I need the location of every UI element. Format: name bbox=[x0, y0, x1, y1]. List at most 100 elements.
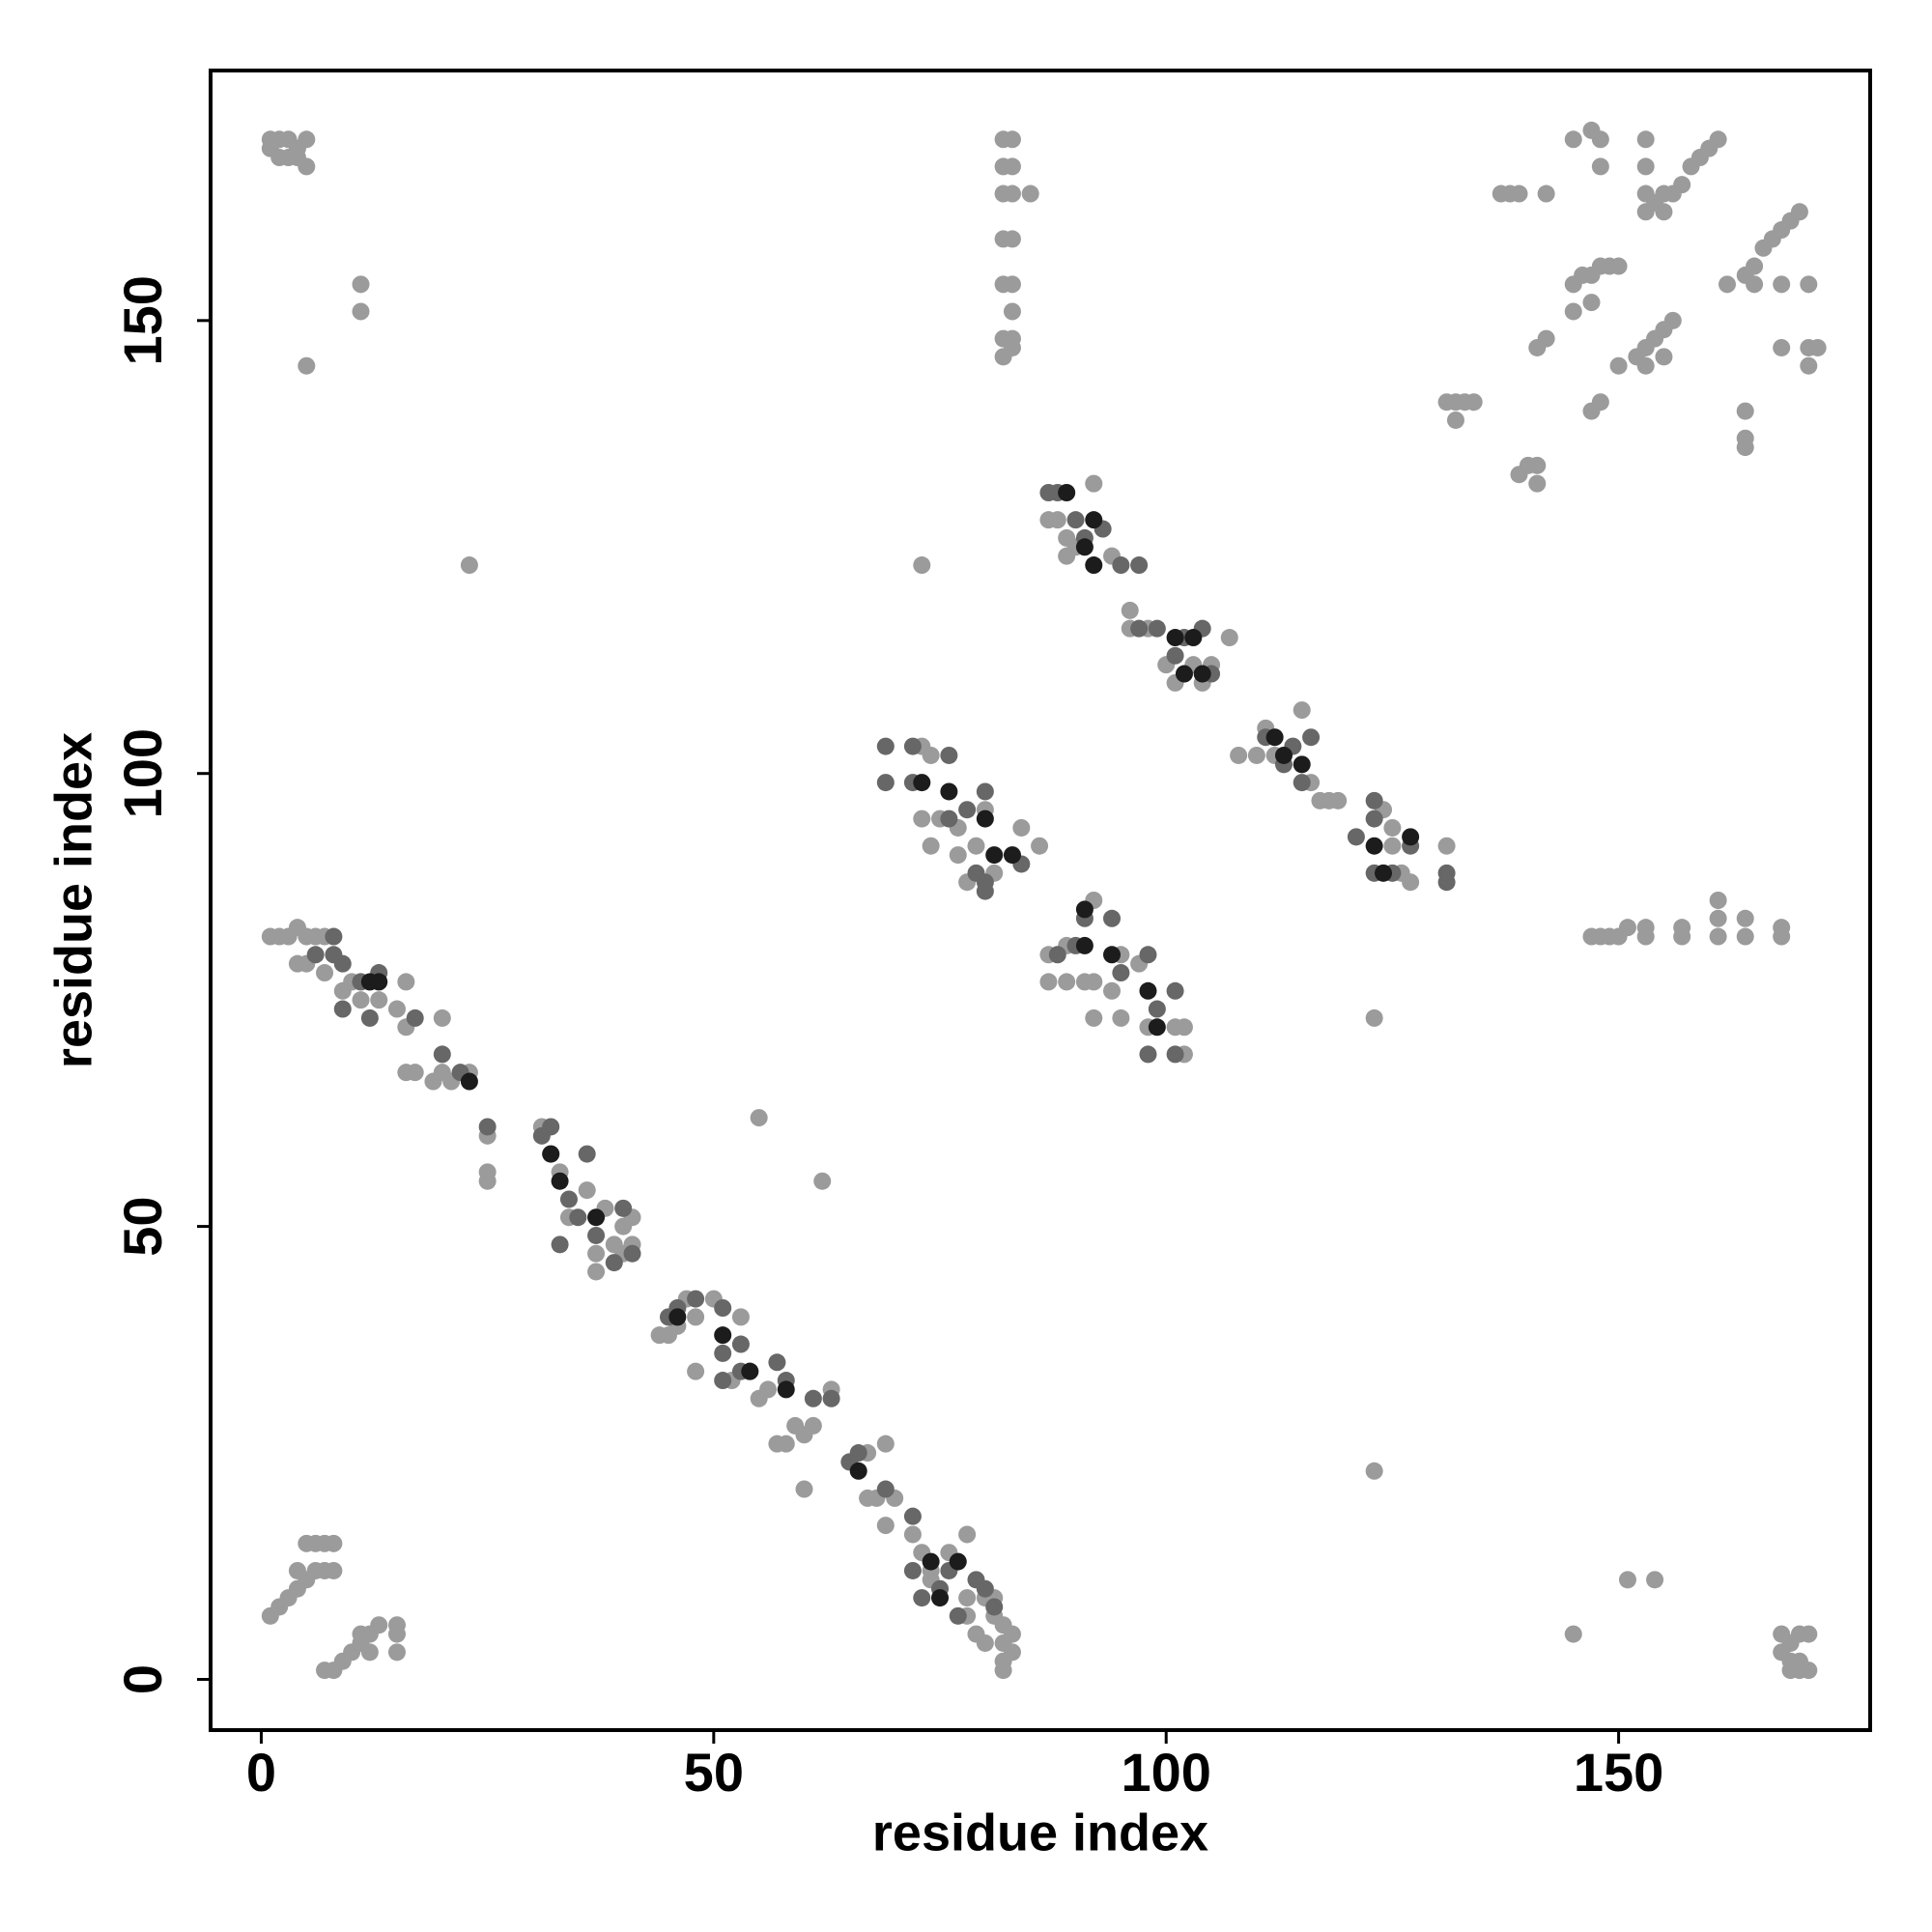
contact-point bbox=[370, 1616, 388, 1634]
contact-point bbox=[1736, 909, 1754, 927]
contact-point bbox=[1058, 973, 1076, 991]
y-axis-title: residue index bbox=[44, 732, 102, 1068]
contact-point bbox=[1148, 1000, 1166, 1018]
contact-point bbox=[605, 1254, 623, 1272]
contact-point bbox=[876, 1480, 895, 1498]
contact-point bbox=[460, 556, 478, 575]
contact-point bbox=[1709, 130, 1727, 149]
contact-point bbox=[578, 1145, 596, 1163]
contact-point bbox=[1636, 919, 1655, 937]
contact-point bbox=[1790, 203, 1808, 221]
contact-point bbox=[913, 774, 931, 792]
contact-point bbox=[1446, 411, 1464, 429]
contact-point bbox=[1365, 791, 1383, 810]
contact-point bbox=[1709, 892, 1727, 909]
contact-point bbox=[1636, 356, 1655, 375]
contact-point bbox=[1085, 973, 1103, 991]
contact-point bbox=[306, 946, 325, 964]
contact-point bbox=[1139, 946, 1157, 964]
contact-point bbox=[949, 846, 967, 865]
contact-point bbox=[460, 1072, 478, 1091]
contact-point bbox=[1464, 393, 1483, 412]
contact-point bbox=[913, 810, 931, 828]
y-tick-label: 150 bbox=[112, 275, 173, 365]
contact-point bbox=[370, 973, 388, 991]
contact-point bbox=[876, 1435, 895, 1453]
contact-point bbox=[1402, 873, 1420, 892]
contact-point bbox=[1773, 919, 1791, 937]
contact-point bbox=[1112, 556, 1130, 575]
contact-point bbox=[804, 1389, 822, 1407]
contact-point bbox=[1293, 755, 1311, 774]
contact-point bbox=[1528, 474, 1547, 493]
contact-point bbox=[1066, 511, 1085, 529]
contact-point bbox=[1166, 1045, 1184, 1064]
contact-point bbox=[325, 1534, 343, 1552]
contact-point bbox=[714, 1326, 732, 1345]
contact-point bbox=[1012, 818, 1031, 837]
contact-point bbox=[298, 130, 316, 149]
contact-point bbox=[370, 991, 388, 1009]
contact-point bbox=[1800, 275, 1818, 294]
contact-point bbox=[1230, 746, 1248, 764]
contact-point bbox=[777, 1380, 795, 1399]
contact-point bbox=[1402, 828, 1420, 846]
x-tick-label: 50 bbox=[684, 1742, 744, 1803]
contact-point bbox=[559, 1190, 578, 1208]
contact-point bbox=[623, 1244, 641, 1263]
contact-point bbox=[1075, 900, 1094, 919]
contact-point bbox=[1591, 393, 1609, 412]
contact-point bbox=[922, 837, 940, 855]
contact-point bbox=[1618, 919, 1636, 937]
contact-point bbox=[387, 1616, 406, 1634]
contact-point bbox=[1166, 981, 1184, 1000]
contact-point bbox=[668, 1308, 687, 1326]
contact-point bbox=[1582, 294, 1601, 312]
contact-point bbox=[1646, 1571, 1664, 1589]
contact-point bbox=[795, 1480, 813, 1498]
contact-point bbox=[1375, 864, 1393, 882]
contact-point bbox=[1564, 130, 1582, 149]
contact-point bbox=[976, 882, 994, 900]
contact-point bbox=[1003, 157, 1021, 176]
contact-point bbox=[1075, 936, 1094, 954]
contact-point bbox=[1663, 311, 1682, 329]
contact-point bbox=[1031, 837, 1049, 855]
contact-point bbox=[1175, 665, 1193, 683]
contact-point bbox=[288, 1561, 306, 1579]
contact-point bbox=[1736, 439, 1754, 457]
contact-point bbox=[1673, 919, 1691, 937]
contact-point bbox=[731, 1335, 750, 1353]
x-tick-label: 0 bbox=[246, 1742, 276, 1803]
contact-point bbox=[1293, 774, 1311, 792]
contact-point bbox=[1003, 846, 1021, 865]
contact-point bbox=[1655, 203, 1673, 221]
contact-point bbox=[922, 746, 940, 764]
contact-point bbox=[949, 1552, 967, 1571]
contact-point bbox=[1148, 619, 1166, 638]
contact-point bbox=[1365, 837, 1383, 855]
contact-point bbox=[1564, 1625, 1582, 1643]
contact-point bbox=[768, 1353, 786, 1372]
contact-point bbox=[1293, 701, 1311, 720]
contact-point bbox=[1383, 837, 1402, 855]
contact-point bbox=[1003, 1643, 1021, 1662]
contact-point bbox=[1175, 1018, 1193, 1037]
contact-point bbox=[1193, 665, 1211, 683]
x-axis-title: residue index bbox=[872, 1804, 1208, 1861]
contact-point bbox=[931, 1589, 950, 1607]
contact-point bbox=[1148, 1018, 1166, 1037]
contact-point bbox=[1112, 1009, 1130, 1027]
contact-point bbox=[1773, 275, 1791, 294]
contact-point bbox=[1609, 257, 1628, 275]
contact-point bbox=[433, 1045, 451, 1064]
contact-point bbox=[298, 356, 316, 375]
contact-point bbox=[687, 1290, 705, 1308]
contact-point bbox=[316, 964, 334, 982]
contact-point bbox=[551, 1236, 569, 1254]
contact-point bbox=[849, 1462, 867, 1480]
contact-point bbox=[1003, 275, 1021, 294]
contact-point bbox=[1800, 1625, 1818, 1643]
contact-point bbox=[976, 1579, 994, 1598]
